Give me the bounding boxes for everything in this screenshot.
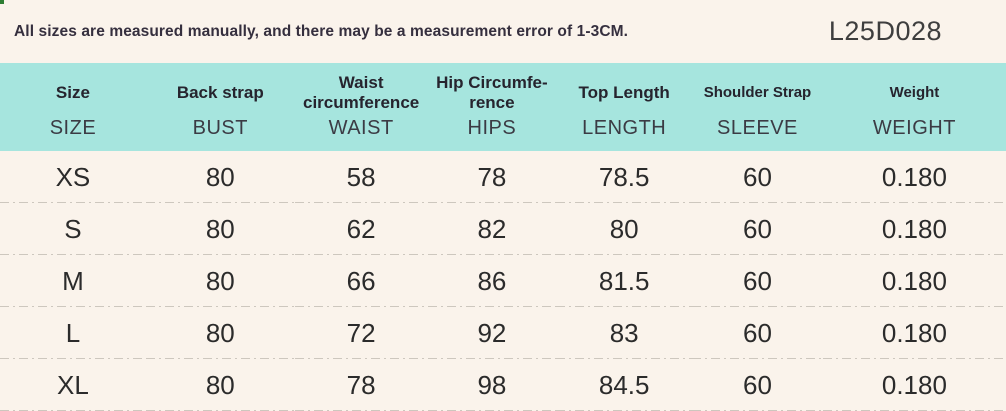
value-cell: 78 (427, 151, 557, 203)
value-cell: 83 (556, 307, 693, 359)
table-row-m: M 80 66 86 81.5 60 0.180 (0, 255, 1006, 307)
column-subheader-length: LENGTH (556, 115, 693, 151)
size-cell: M (0, 255, 146, 307)
value-cell: 62 (294, 203, 428, 255)
value-cell: 60 (692, 307, 823, 359)
size-chart-header: Size Back strap Waist circumference Hip … (0, 63, 1006, 151)
value-cell: 86 (427, 255, 557, 307)
value-cell: 80 (145, 307, 295, 359)
top-bar: All sizes are measured manually, and the… (0, 0, 1006, 63)
column-header-weight: Weight (822, 63, 1006, 115)
value-cell: 0.180 (822, 359, 1006, 411)
value-cell: 0.180 (822, 307, 1006, 359)
size-cell: L (0, 307, 146, 359)
value-cell: 80 (145, 151, 295, 203)
value-cell: 60 (692, 151, 823, 203)
value-cell: 0.180 (822, 255, 1006, 307)
value-cell: 80 (556, 203, 693, 255)
table-row-xl: XL 80 78 98 84.5 60 0.180 (0, 359, 1006, 411)
table-row-s: S 80 62 82 80 60 0.180 (0, 203, 1006, 255)
measurement-note: All sizes are measured manually, and the… (14, 22, 629, 40)
size-cell: S (0, 203, 146, 255)
column-header-shoulder-strap: Shoulder Strap (692, 63, 823, 115)
value-cell: 78 (294, 359, 428, 411)
header-row-secondary: SIZE BUST WAIST HIPS LENGTH SLEEVE WEIGH… (0, 115, 1006, 151)
value-cell: 0.180 (822, 203, 1006, 255)
value-cell: 80 (145, 203, 295, 255)
value-cell: 78.5 (556, 151, 693, 203)
column-subheader-waist: WAIST (294, 115, 428, 151)
header-row-primary: Size Back strap Waist circumference Hip … (0, 63, 1006, 115)
size-chart-table: Size Back strap Waist circumference Hip … (0, 63, 1006, 411)
size-cell: XL (0, 359, 146, 411)
value-cell: 60 (692, 203, 823, 255)
product-code: L25D028 (828, 16, 942, 46)
column-subheader-sleeve: SLEEVE (692, 115, 823, 151)
size-cell: XS (0, 151, 146, 203)
column-subheader-hips: HIPS (427, 115, 557, 151)
value-cell: 60 (692, 359, 823, 411)
value-cell: 0.180 (822, 151, 1006, 203)
column-header-top-length: Top Length (556, 63, 693, 115)
column-subheader-size: SIZE (0, 115, 146, 151)
value-cell: 84.5 (556, 359, 693, 411)
column-header-hip: Hip Circumfe- rence (427, 63, 557, 115)
value-cell: 80 (145, 255, 295, 307)
value-cell: 80 (145, 359, 295, 411)
table-row-l: L 80 72 92 83 60 0.180 (0, 307, 1006, 359)
column-header-waist: Waist circumference (294, 63, 428, 115)
value-cell: 60 (692, 255, 823, 307)
value-cell: 58 (294, 151, 428, 203)
column-header-size: Size (0, 63, 146, 115)
value-cell: 72 (294, 307, 428, 359)
value-cell: 66 (294, 255, 428, 307)
corner-artifact-dot (0, 0, 4, 4)
value-cell: 81.5 (556, 255, 693, 307)
value-cell: 98 (427, 359, 557, 411)
value-cell: 92 (427, 307, 557, 359)
value-cell: 82 (427, 203, 557, 255)
size-chart-body: XS 80 58 78 78.5 60 0.180 S 80 62 82 80 … (0, 151, 1006, 411)
column-subheader-bust: BUST (145, 115, 295, 151)
column-subheader-weight: WEIGHT (822, 115, 1006, 151)
column-header-back-strap: Back strap (145, 63, 295, 115)
table-row-xs: XS 80 58 78 78.5 60 0.180 (0, 151, 1006, 203)
